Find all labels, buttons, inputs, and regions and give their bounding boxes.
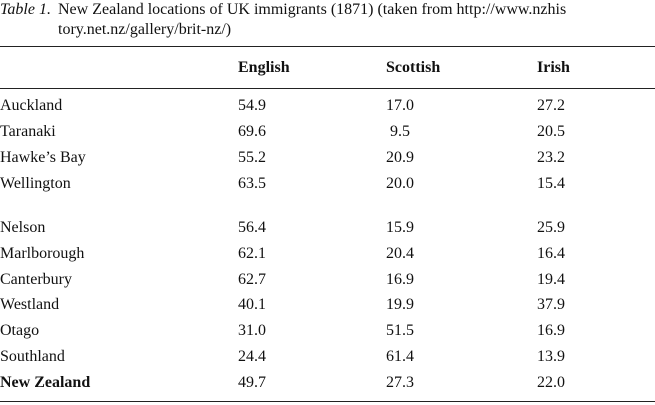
- row-region: Southland: [0, 348, 65, 365]
- table-top-rule: [0, 46, 655, 47]
- total-irish: 22.0: [537, 374, 565, 391]
- table-bottom-rule: [0, 401, 655, 402]
- row-region: Wellington: [0, 175, 71, 192]
- row-scottish: 16.9: [386, 271, 414, 288]
- row-region: Westland: [0, 296, 60, 313]
- row-scottish: 9.5: [390, 123, 410, 140]
- row-english: 62.1: [238, 245, 266, 262]
- row-english: 69.6: [238, 123, 266, 140]
- total-scottish: 27.3: [386, 374, 414, 391]
- row-irish: 16.4: [537, 245, 565, 262]
- row-english: 56.4: [238, 219, 266, 236]
- row-scottish: 61.4: [386, 348, 414, 365]
- row-irish: 19.4: [537, 271, 565, 288]
- row-irish: 13.9: [537, 348, 565, 365]
- row-irish: 27.2: [537, 97, 565, 114]
- row-scottish: 15.9: [386, 219, 414, 236]
- row-irish: 25.9: [537, 219, 565, 236]
- row-english: 40.1: [238, 296, 266, 313]
- row-irish: 15.4: [537, 175, 565, 192]
- row-scottish: 17.0: [386, 97, 414, 114]
- caption-label: Table 1.: [0, 1, 51, 18]
- row-region: Marlborough: [0, 245, 85, 262]
- row-english: 31.0: [238, 322, 266, 339]
- row-english: 62.7: [238, 271, 266, 288]
- row-scottish: 20.4: [386, 245, 414, 262]
- row-region: Nelson: [0, 219, 46, 236]
- row-english: 63.5: [238, 175, 266, 192]
- row-irish: 20.5: [537, 123, 565, 140]
- row-scottish: 51.5: [386, 322, 414, 339]
- caption-text-line1: New Zealand locations of UK immigrants (…: [58, 1, 567, 18]
- row-english: 54.9: [238, 97, 266, 114]
- row-english: 24.4: [238, 348, 266, 365]
- row-region: Hawke’s Bay: [0, 149, 86, 166]
- row-region: Canterbury: [0, 271, 72, 288]
- table-caption: Table 1. New Zealand locations of UK immi…: [0, 0, 655, 40]
- row-irish: 16.9: [537, 322, 565, 339]
- row-english: 55.2: [238, 149, 266, 166]
- row-region: Auckland: [0, 97, 63, 114]
- row-scottish: 20.9: [386, 149, 414, 166]
- row-irish: 37.9: [537, 296, 565, 313]
- caption-text-line2: tory.net.nz/gallery/brit-nz/): [58, 21, 232, 38]
- row-region: Otago: [0, 322, 40, 339]
- row-scottish: 19.9: [386, 296, 414, 313]
- table-header-rule: [0, 88, 655, 89]
- total-english: 49.7: [238, 374, 266, 391]
- header-irish: Irish: [537, 59, 570, 76]
- total-region: New Zealand: [0, 374, 91, 391]
- row-irish: 23.2: [537, 149, 565, 166]
- row-scottish: 20.0: [386, 175, 414, 192]
- row-region: Taranaki: [0, 123, 56, 140]
- header-scottish: Scottish: [386, 59, 441, 76]
- header-english: English: [238, 59, 290, 76]
